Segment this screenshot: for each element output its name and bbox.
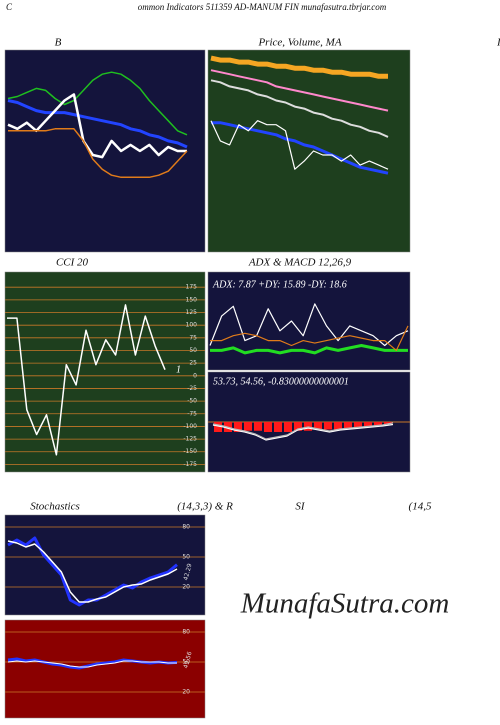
annotation: ADX: 7.87 +DY: 15.89 -DY: 18.6 — [212, 279, 347, 290]
histogram-bar — [214, 422, 222, 432]
series-line — [210, 344, 408, 355]
chart-title: B — [55, 37, 62, 49]
series-line — [210, 120, 389, 170]
series-line — [210, 325, 409, 351]
series-line — [7, 71, 188, 136]
series-line — [7, 93, 187, 159]
histogram-bar — [234, 422, 242, 432]
chart-title-part: Stochastics — [30, 501, 80, 513]
y-tick-label: -50 — [187, 398, 197, 405]
y-tick-label: 75 — [189, 334, 197, 341]
series-line — [210, 55, 388, 79]
y-tick-label: -175 — [183, 461, 197, 468]
series-line — [211, 121, 389, 175]
y-tick-label: -75 — [187, 410, 197, 417]
panel-background — [4, 514, 206, 616]
header-left: C — [6, 2, 13, 12]
y-tick-label: 20 — [182, 584, 190, 591]
y-tick-label: 150 — [186, 296, 198, 303]
series-line — [7, 660, 177, 668]
histogram-bar — [374, 422, 382, 426]
histogram-bar — [384, 422, 392, 425]
last-value-label: 49.56 — [182, 651, 193, 670]
y-tick-label: -150 — [183, 448, 197, 455]
histogram-bar — [284, 422, 292, 432]
histogram-bar — [244, 422, 252, 431]
y-tick-label: 50 — [189, 347, 197, 354]
histogram-bar — [314, 422, 322, 430]
panel-background — [4, 619, 206, 719]
y-tick-label: 25 — [189, 360, 197, 367]
series-line — [7, 657, 178, 670]
y-tick-label: 50 — [182, 554, 190, 561]
series-line — [8, 128, 188, 179]
y-tick-label: 175 — [186, 284, 198, 291]
histogram-bar — [324, 422, 332, 430]
chart-title-part: (14,5 — [409, 501, 432, 513]
histogram-bar — [304, 422, 312, 431]
histogram-bar — [264, 422, 272, 432]
histogram-bar — [334, 422, 342, 430]
chart-title: CCI 20 — [56, 257, 89, 269]
y-tick-label: 125 — [186, 309, 198, 316]
series-line — [210, 69, 389, 112]
panel-background — [4, 271, 206, 473]
y-tick-label: 0 — [193, 372, 197, 379]
chart-title-part: (14,3,3) & R — [177, 501, 233, 513]
y-tick-label: -125 — [183, 436, 197, 443]
series-line — [212, 422, 394, 440]
series-line — [7, 304, 166, 456]
header-title: ommon Indicators 511359 AD-MANUM FIN mun… — [138, 2, 387, 12]
histogram-bar — [364, 422, 372, 427]
cut-title: I — [496, 37, 500, 49]
y-tick-label: 20 — [182, 689, 190, 696]
histogram-bar — [354, 422, 362, 429]
chart-title: Price, Volume, MA — [257, 37, 341, 49]
annotation: 53.73, 54.56, -0.83000000000001 — [213, 376, 349, 387]
chart-title: ADX & MACD 12,26,9 — [248, 257, 352, 269]
histogram-bar — [344, 422, 352, 429]
histogram-bar — [254, 422, 262, 431]
series-line — [212, 423, 394, 441]
y-tick-label: 80 — [182, 524, 190, 531]
annotation: 1 — [176, 364, 181, 375]
y-tick-label: 80 — [182, 629, 190, 636]
watermark: MunafaSutra.com — [240, 588, 450, 620]
histogram-bar — [274, 422, 282, 432]
y-tick-label: 50 — [182, 659, 190, 666]
histogram-bar — [294, 422, 302, 431]
chart-title-part: SI — [295, 501, 306, 513]
y-tick-label: 100 — [186, 322, 198, 329]
series-line — [209, 303, 409, 347]
y-tick-label: -100 — [183, 423, 197, 430]
series-line — [7, 99, 188, 149]
last-value-label: 42.29 — [182, 563, 193, 582]
series-line — [210, 79, 389, 138]
panel-background — [207, 49, 411, 253]
y-tick-label: -25 — [187, 385, 197, 392]
series-line — [7, 540, 178, 603]
